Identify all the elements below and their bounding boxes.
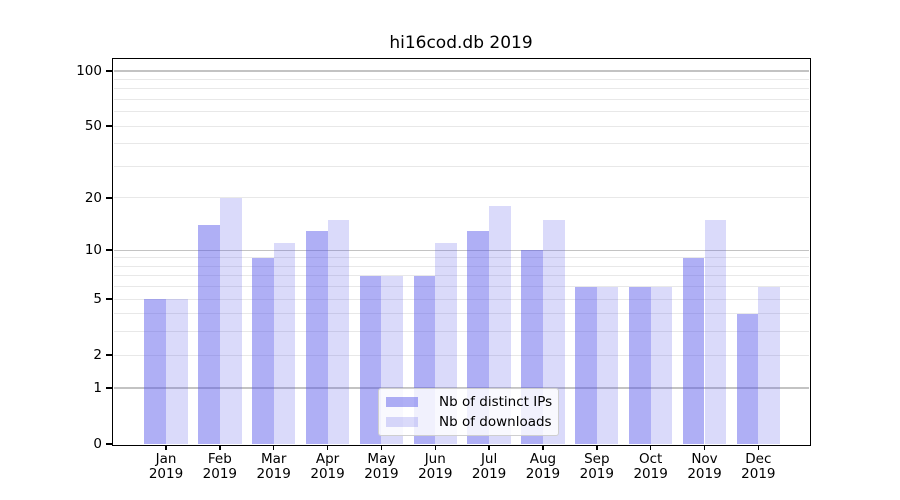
x-tick-mark (488, 445, 490, 450)
y-tick-label: 1 (93, 379, 102, 396)
gridline-minor (114, 88, 809, 90)
x-tick-label: Feb 2019 (202, 451, 238, 483)
x-tick-label: Sep 2019 (579, 451, 614, 483)
bar-feb-downloads (219, 197, 242, 444)
legend-swatch-distinct-ips (386, 397, 418, 407)
bar-dec-downloads (758, 286, 781, 444)
y-tick-label: 10 (84, 242, 102, 259)
legend-label-distinct-ips: Nb of distinct IPs (439, 393, 553, 410)
bar-feb-distinct-ips (198, 225, 220, 444)
legend-swatch-downloads (386, 417, 418, 427)
x-tick-mark (326, 445, 329, 450)
bar-aug-downloads (542, 219, 565, 444)
x-tick-mark (542, 445, 544, 450)
plot-area (114, 60, 809, 444)
x-tick-mark (596, 445, 598, 450)
x-tick-mark (219, 445, 221, 450)
gridline-minor (114, 111, 809, 113)
bar-apr-downloads (327, 219, 350, 444)
bar-oct-distinct-ips (628, 286, 651, 444)
bar-mar-distinct-ips (252, 257, 274, 444)
bar-dec-distinct-ips (736, 313, 759, 444)
x-tick-mark (165, 445, 167, 450)
gridline-minor (114, 143, 809, 145)
x-tick-label: Jan 2019 (148, 451, 184, 483)
bar-oct-downloads (650, 286, 673, 444)
chart-title: hi16cod.db 2019 (389, 33, 533, 53)
gridline-minor (114, 197, 809, 199)
bar-nov-distinct-ips (682, 257, 705, 444)
bar-jul-downloads (489, 206, 511, 444)
y-tick-mark (106, 443, 113, 445)
y-tick-mark (106, 249, 113, 251)
legend: Nb of distinct IPs Nb of downloads (378, 388, 559, 436)
x-tick-mark (380, 445, 383, 450)
y-tick-label: 0 (93, 436, 102, 452)
y-tick-label: 50 (84, 118, 102, 135)
bar-sep-downloads (596, 286, 619, 444)
bar-jan-downloads (166, 299, 188, 444)
x-tick-mark (757, 445, 760, 450)
bar-jan-distinct-ips (144, 299, 166, 444)
x-tick-mark (434, 445, 436, 450)
y-tick-mark (106, 70, 113, 72)
y-tick-label: 100 (76, 63, 102, 79)
x-tick-label: Nov 2019 (687, 451, 722, 483)
legend-item-downloads: Nb of downloads (386, 413, 558, 430)
y-tick-mark (106, 354, 113, 356)
x-tick-label: Mar 2019 (256, 451, 291, 483)
y-tick-mark (106, 197, 113, 199)
x-tick-label: Oct 2019 (633, 451, 668, 483)
gridline-minor (114, 78, 809, 80)
legend-label-downloads: Nb of downloads (439, 413, 552, 430)
x-tick-mark (703, 445, 706, 450)
bar-may-distinct-ips (359, 275, 382, 444)
y-tick-mark (106, 387, 113, 389)
y-tick-label: 2 (93, 347, 102, 364)
x-tick-label: Dec 2019 (741, 451, 776, 483)
x-tick-label: Aug 2019 (525, 451, 561, 483)
gridline-minor (114, 98, 809, 100)
bar-sep-distinct-ips (575, 286, 597, 444)
y-tick-mark (106, 298, 113, 300)
bar-mar-downloads (273, 243, 296, 444)
x-tick-label: Jun 2019 (418, 451, 453, 483)
bar-nov-downloads (704, 219, 727, 444)
x-tick-mark (272, 445, 275, 450)
x-tick-label: Jul 2019 (471, 451, 507, 483)
y-tick-label: 5 (93, 291, 102, 308)
y-tick-mark (106, 125, 113, 127)
x-tick-label: Apr 2019 (310, 451, 345, 483)
gridline-minor (114, 165, 809, 167)
x-tick-label: May 2019 (364, 451, 399, 483)
legend-item-distinct-ips: Nb of distinct IPs (386, 393, 558, 410)
x-tick-mark (649, 445, 652, 450)
gridline-major (114, 70, 809, 72)
bar-apr-distinct-ips (305, 230, 328, 444)
y-tick-label: 20 (84, 189, 102, 206)
gridline-minor (114, 125, 809, 127)
